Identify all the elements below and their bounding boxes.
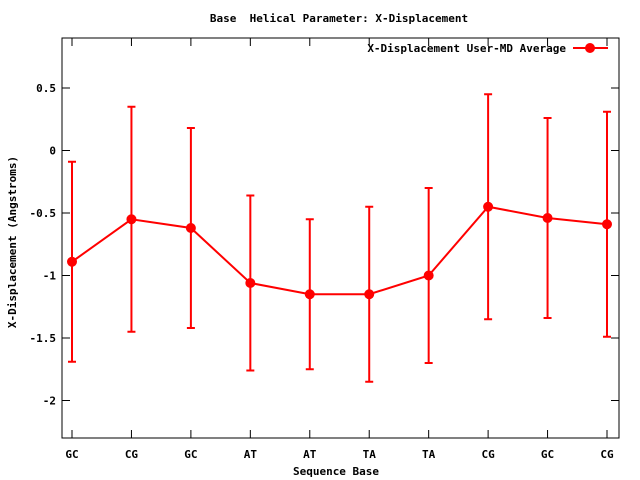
x-tick-label: CG — [125, 448, 139, 461]
series-line-group — [67, 201, 612, 300]
data-point — [245, 278, 256, 288]
data-point — [364, 289, 375, 300]
legend-marker-sample — [585, 43, 595, 53]
legend: X-Displacement User-MD Average — [367, 42, 608, 55]
data-point — [126, 214, 137, 225]
x-tick-label: CG — [600, 448, 614, 461]
data-point — [542, 213, 553, 223]
data-point — [67, 256, 77, 267]
data-point — [185, 223, 196, 233]
chart-title: Base Helical Parameter: X-Displacement — [210, 12, 468, 25]
y-tick-label: -1.5 — [30, 332, 57, 345]
y-tick-label: -1 — [43, 270, 57, 283]
y-tick-label: 0.5 — [36, 82, 56, 95]
data-point — [602, 219, 612, 230]
x-tick-label: TA — [363, 448, 377, 461]
x-tick-label: GC — [65, 448, 78, 461]
data-point — [304, 289, 315, 300]
data-point — [423, 270, 434, 281]
x-axis-label: Sequence Base — [293, 465, 379, 478]
legend-label: X-Displacement User-MD Average — [367, 42, 566, 55]
x-tick-label: TA — [422, 448, 436, 461]
y-tick-label: -0.5 — [30, 207, 57, 220]
x-tick-label: AT — [303, 448, 317, 461]
data-point — [483, 201, 494, 212]
x-tick-label: AT — [244, 448, 258, 461]
x-tick-label: GC — [541, 448, 554, 461]
x-tick-label: CG — [481, 448, 495, 461]
y-tick-label: -2 — [43, 395, 56, 408]
x-axis: GC CG GC AT AT TA TA CG GC CG — [65, 38, 614, 461]
y-tick-label: 0 — [49, 145, 56, 158]
series-line — [71, 205, 608, 296]
y-axis-label: X-Displacement (Angstroms) — [6, 156, 19, 328]
x-tick-label: GC — [184, 448, 197, 461]
plot-frame — [61, 37, 620, 439]
y-axis: 0.5 0 -0.5 -1 -1.5 -2 — [30, 82, 619, 408]
